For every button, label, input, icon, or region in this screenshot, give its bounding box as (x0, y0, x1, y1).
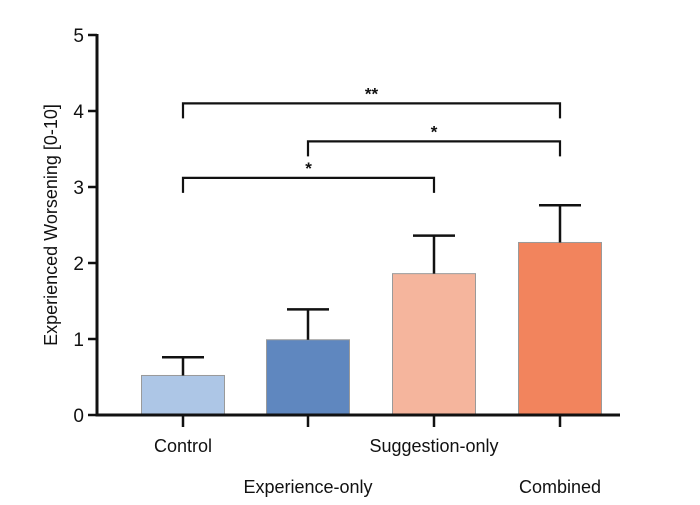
bars-layer (141, 241, 602, 416)
y-tick-label: 2 (73, 254, 84, 275)
significance-bracket (306, 140, 562, 157)
significance-bracket (181, 176, 436, 193)
y-tick-label: 4 (73, 102, 84, 123)
bar-control (141, 374, 225, 416)
significance-label: * (431, 122, 438, 141)
y-tick-label: 5 (73, 26, 84, 47)
bar-suggestion-only (392, 273, 476, 416)
y-tick-label: 0 (73, 406, 84, 427)
x-tick-label: Experience-only (243, 477, 372, 497)
significance-bracket (181, 102, 562, 119)
y-tick-label: 3 (73, 178, 84, 199)
x-tick-label: Suggestion-only (369, 436, 498, 456)
significance-layer: **** (181, 84, 562, 193)
bar-combined (518, 241, 602, 416)
x-tick-label: Combined (519, 477, 601, 497)
significance-label: ** (365, 84, 379, 103)
y-tick-label: 1 (73, 330, 84, 351)
significance-label: * (305, 159, 312, 178)
y-axis-label: Experienced Worsening [0-10] (41, 104, 61, 346)
x-tick-label: Control (154, 436, 212, 456)
error-bars-layer (162, 203, 581, 376)
axes: Control Experience-only Suggestion-only Com… (73, 26, 620, 497)
bar-experience-only (266, 339, 350, 416)
